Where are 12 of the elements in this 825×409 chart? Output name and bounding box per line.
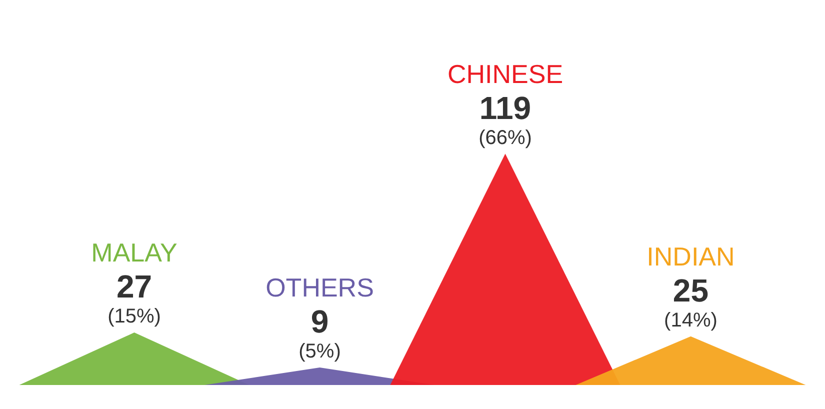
category-label: OTHERS (266, 272, 374, 303)
text: (5%) (298, 340, 341, 363)
category-label: CHINESE (447, 58, 564, 89)
data-label: 9 (310, 304, 329, 340)
text: (14%) (664, 309, 718, 332)
text: (15%) (108, 306, 161, 328)
category-label: MALAY (91, 238, 178, 268)
text: (66%) (478, 126, 532, 149)
data-label: 25 (672, 272, 709, 308)
category-label: INDIAN (646, 241, 735, 272)
data-label: 119 (479, 90, 532, 126)
data-label: 27 (116, 268, 152, 305)
